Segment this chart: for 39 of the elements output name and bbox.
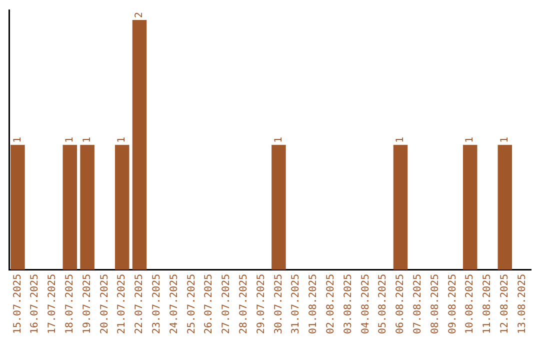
x-tick-label: 01.08.2025 bbox=[308, 274, 320, 334]
x-tick-label: 22.07.2025 bbox=[134, 274, 146, 334]
x-tick-label: 19.07.2025 bbox=[82, 274, 93, 334]
data-label: 1 bbox=[395, 136, 406, 143]
x-tick-label: 07.08.2025 bbox=[412, 274, 424, 334]
x-tick-label: 15.07.2025 bbox=[12, 274, 24, 334]
x-tick-label: 23.07.2025 bbox=[151, 274, 162, 334]
x-tick-label: 02.08.2025 bbox=[325, 274, 336, 334]
x-tick-label: 06.08.2025 bbox=[395, 274, 406, 334]
x-tick-label: 16.07.2025 bbox=[30, 274, 41, 334]
x-tick-label: 24.07.2025 bbox=[168, 274, 180, 334]
x-tick-label: 27.07.2025 bbox=[221, 274, 232, 334]
x-tick-label: 13.08.2025 bbox=[516, 274, 528, 334]
x-tick-label: 03.08.2025 bbox=[342, 274, 354, 334]
data-label: 2 bbox=[134, 12, 146, 18]
x-tick-label: 09.08.2025 bbox=[447, 274, 458, 334]
x-tick-label: 18.07.2025 bbox=[64, 274, 76, 334]
x-tick-label: 21.07.2025 bbox=[116, 274, 128, 334]
data-label: 1 bbox=[116, 136, 128, 143]
data-label: 1 bbox=[82, 136, 93, 143]
x-tick-label: 30.07.2025 bbox=[273, 274, 284, 334]
x-tick-label: 31.07.2025 bbox=[290, 274, 302, 334]
x-tick-label: 04.08.2025 bbox=[360, 274, 372, 334]
x-tick-label: 11.08.2025 bbox=[482, 274, 494, 334]
x-tick-label: 28.07.2025 bbox=[238, 274, 250, 334]
x-tick-label: 17.07.2025 bbox=[47, 274, 58, 334]
data-label: 1 bbox=[12, 136, 24, 143]
data-label: 1 bbox=[64, 136, 76, 143]
data-label: 1 bbox=[273, 136, 284, 143]
data-label: 1 bbox=[464, 136, 476, 143]
x-tick-label: 26.07.2025 bbox=[204, 274, 215, 334]
x-tick-label: 29.07.2025 bbox=[256, 274, 267, 334]
x-tick-label: 05.08.2025 bbox=[378, 274, 389, 334]
data-label: 1 bbox=[499, 136, 510, 143]
x-tick-label: 20.07.2025 bbox=[99, 274, 110, 334]
x-tick-label: 12.08.2025 bbox=[499, 274, 510, 334]
x-tick-label: 08.08.2025 bbox=[430, 274, 441, 334]
x-tick-label: 25.07.2025 bbox=[186, 274, 198, 334]
x-tick-label: 10.08.2025 bbox=[464, 274, 476, 334]
